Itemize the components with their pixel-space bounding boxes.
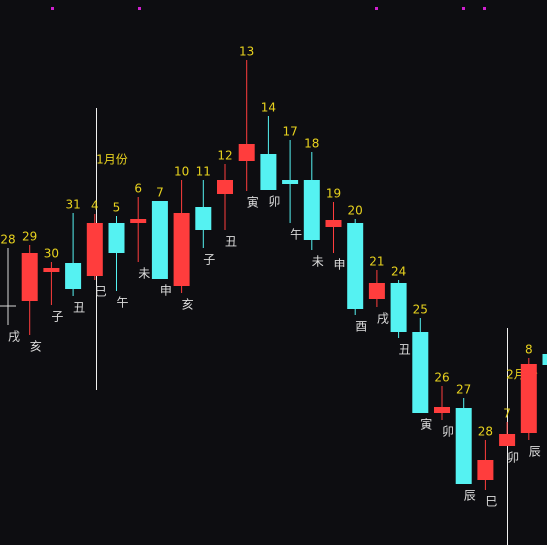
candle-body: [325, 220, 342, 227]
branch-label: 子: [51, 310, 63, 324]
day-label: 29: [22, 230, 37, 244]
candle-body: [195, 207, 212, 230]
day-label: 25: [413, 303, 428, 317]
branch-label: 巳: [95, 285, 107, 299]
day-label: 21: [369, 255, 384, 269]
candle-body: [86, 223, 103, 276]
day-label: 28: [478, 425, 493, 439]
branch-label: 未: [138, 267, 150, 281]
day-label: 17: [282, 125, 297, 139]
branch-label: 寅: [420, 417, 432, 432]
day-label: 6: [134, 182, 142, 196]
branch-label: 亥: [30, 340, 42, 354]
candle-body: [499, 434, 516, 446]
dot: [462, 7, 465, 10]
candle-body: [151, 201, 168, 279]
candle-body: [217, 180, 233, 194]
top-dots: [51, 7, 486, 10]
day-label: 12: [217, 149, 232, 163]
branch-label: 申: [160, 284, 172, 298]
candle-body: [21, 253, 38, 301]
day-label: 19: [326, 187, 341, 201]
branch-label: 亥: [182, 298, 194, 312]
day-label: 5: [113, 201, 121, 215]
branch-label: 丑: [73, 301, 85, 315]
day-label: 27: [456, 383, 471, 397]
branch-label: 辰: [464, 489, 476, 503]
candle-body: [282, 180, 299, 184]
branch-label: 酉: [355, 320, 367, 334]
day-label: 4: [91, 199, 99, 213]
day-label: 11: [196, 165, 211, 179]
day-label: 7: [156, 186, 164, 200]
dot: [138, 7, 141, 10]
candle-body: [434, 407, 450, 413]
branch-label: 寅: [247, 195, 259, 210]
day-label: 31: [65, 198, 80, 212]
branch-label: 申: [333, 258, 345, 272]
day-label: 26: [434, 371, 449, 385]
branch-label: 戌: [377, 312, 389, 326]
branch-label: 卯: [268, 195, 280, 209]
day-label: 28: [0, 233, 15, 247]
candle-body: [238, 144, 255, 161]
candle-body: [347, 223, 364, 309]
candle-body: [477, 460, 494, 480]
dot: [375, 7, 378, 10]
candle-body: [368, 283, 385, 299]
candle-body: [542, 354, 547, 365]
candle-body: [65, 263, 82, 289]
day-label: 10: [174, 165, 189, 179]
candle-body: [260, 154, 277, 190]
candle-body: [108, 223, 125, 253]
candle-body: [303, 180, 320, 240]
day-label: 14: [261, 101, 276, 115]
branch-label: 午: [290, 228, 302, 242]
branch-label: 丑: [399, 343, 411, 357]
candle-body: [520, 364, 537, 433]
day-label: 30: [44, 247, 59, 261]
candle-body: [173, 213, 190, 286]
candle-body: [412, 332, 429, 413]
day-label: 24: [391, 265, 406, 279]
candle-body: [43, 268, 60, 272]
month-label: 1月份: [96, 153, 128, 167]
dot: [483, 7, 486, 10]
candle-body: [455, 408, 472, 484]
branch-label: 未: [312, 255, 324, 269]
branch-label: 辰: [529, 445, 541, 459]
branch-label: 卯: [442, 425, 454, 439]
dot: [51, 7, 54, 10]
day-label: 8: [525, 343, 533, 357]
branch-label: 巳: [485, 495, 497, 509]
candle-body: [130, 219, 147, 223]
branch-label: 戌: [8, 330, 20, 344]
branch-label: 丑: [225, 235, 237, 249]
day-label: 18: [304, 137, 319, 151]
branch-label: 卯: [507, 451, 519, 465]
day-label: 13: [239, 45, 254, 59]
day-label: 7: [503, 407, 511, 421]
branch-label: 子: [203, 253, 215, 267]
branch-label: 午: [116, 296, 128, 310]
day-label: 20: [348, 204, 363, 218]
candle-body: [390, 283, 407, 332]
